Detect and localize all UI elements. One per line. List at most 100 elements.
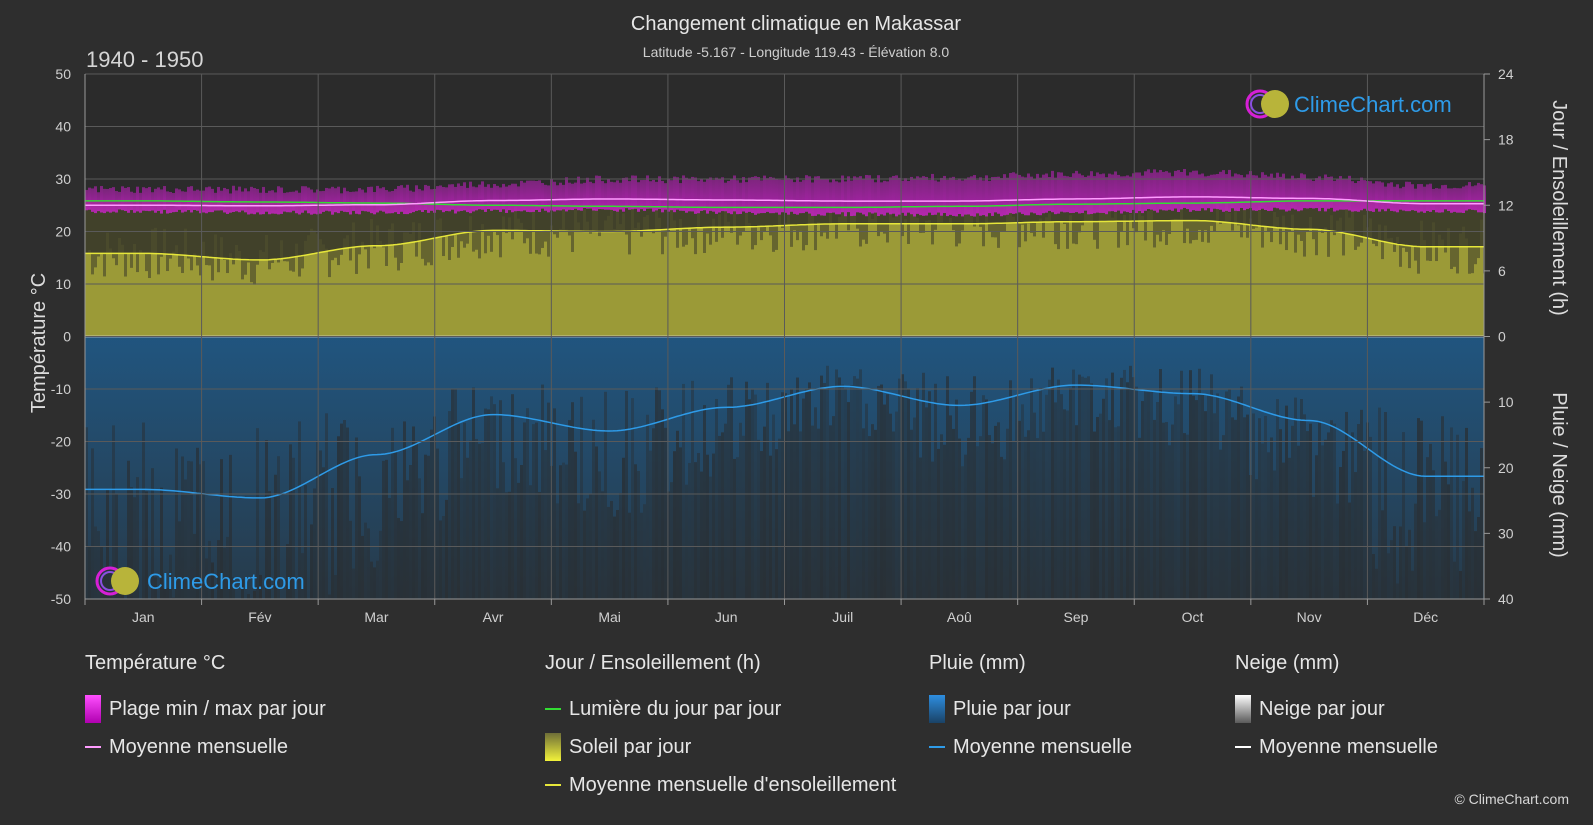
- sunshine-daily-bar: [1267, 201, 1270, 232]
- temp-range-bar: [280, 187, 283, 214]
- rain-daily-bar: [118, 589, 121, 599]
- temp-range-bar: [1045, 173, 1048, 213]
- rain-daily-bar: [190, 461, 193, 599]
- sunshine-daily-bar: [178, 201, 181, 267]
- temp-range-bar: [1093, 176, 1096, 214]
- rain-daily-bar: [529, 485, 532, 599]
- temp-range-bar: [772, 177, 775, 214]
- temp-range-bar: [1261, 172, 1264, 209]
- rain-daily-bar: [1117, 426, 1120, 599]
- climate-chart: Changement climatique en Makassar Latitu…: [28, 13, 1570, 625]
- rain-daily-bar: [301, 553, 304, 599]
- rain-daily-bar: [1159, 369, 1162, 599]
- temp-range-bar: [1123, 176, 1126, 212]
- rain-daily-bar: [1096, 416, 1099, 599]
- temp-range-bar: [1015, 173, 1018, 214]
- temp-range-bar: [406, 184, 409, 215]
- sunshine-daily-bar: [1276, 201, 1279, 218]
- temp-range-bar: [1054, 177, 1057, 215]
- rain-daily-bar: [658, 390, 661, 599]
- temp-range-bar: [1411, 184, 1414, 211]
- temp-range-bar: [850, 180, 853, 217]
- rain-daily-bar: [145, 491, 148, 599]
- legend-item-sunshine: Soleil par jour: [545, 728, 896, 766]
- sunshine-daily-bar: [955, 206, 958, 247]
- temp-range-bar: [292, 191, 295, 211]
- rain-daily-bar: [868, 436, 871, 599]
- temp-range-bar: [1330, 176, 1333, 208]
- rain-daily-bar: [370, 561, 373, 599]
- temp-range-bar: [1390, 182, 1393, 211]
- rain-daily-bar: [715, 398, 718, 599]
- rain-daily-bar: [613, 516, 616, 599]
- temp-range-bar: [391, 191, 394, 214]
- rain-daily-bar: [274, 474, 277, 599]
- temp-range-bar: [1102, 173, 1105, 213]
- temp-range-bar: [1294, 178, 1297, 210]
- rain-daily-bar: [1306, 431, 1309, 599]
- rain-daily-bar: [1462, 480, 1465, 599]
- right-bottom-tick-label: 20: [1498, 460, 1514, 476]
- sunshine-daily-bar: [376, 203, 379, 226]
- sunshine-daily-bar: [271, 201, 274, 263]
- temp-range-bar: [1114, 171, 1117, 212]
- sunshine-daily-bar: [448, 204, 451, 260]
- temp-range-bar: [427, 185, 430, 213]
- temp-range-bar: [478, 184, 481, 210]
- sunshine-daily-bar: [382, 203, 385, 248]
- sunshine-daily-bar: [91, 200, 94, 275]
- right-bottom-tick-label: 10: [1498, 394, 1514, 410]
- temp-range-bar: [229, 193, 232, 213]
- temp-range-bar: [499, 187, 502, 212]
- rain-daily-bar: [1333, 423, 1336, 599]
- sunshine-daily-bar: [109, 200, 112, 249]
- sunshine-daily-bar: [1264, 201, 1267, 227]
- sunshine-daily-bar: [181, 201, 184, 274]
- temp-range-bar: [1177, 170, 1180, 212]
- rain-daily-bar: [787, 431, 790, 599]
- rain-daily-bar: [595, 446, 598, 599]
- temp-range-bar: [811, 182, 814, 216]
- temp-range-bar: [865, 174, 868, 217]
- temp-range-bar: [577, 176, 580, 211]
- temp-range-bar: [925, 176, 928, 216]
- rain-daily-bar: [652, 428, 655, 599]
- rain-daily-bar: [187, 460, 190, 599]
- sunshine-daily-bar: [1294, 200, 1297, 253]
- rain-daily-bar: [1267, 452, 1270, 599]
- rain-daily-bar: [949, 415, 952, 599]
- sunshine-daily-bar: [226, 201, 229, 274]
- sunshine-daily-bar: [472, 205, 475, 252]
- rain-daily-bar: [628, 512, 631, 599]
- temp-range-bar: [718, 179, 721, 213]
- temp-range-bar: [526, 180, 529, 212]
- temp-range-bar: [841, 175, 844, 213]
- sunshine-daily-bar: [1462, 200, 1465, 227]
- rain-daily-bar: [418, 478, 421, 599]
- sunshine-daily-bar: [1474, 200, 1477, 265]
- rain-daily-bar: [322, 467, 325, 599]
- temp-range-bar: [208, 186, 211, 213]
- temp-range-bar: [502, 183, 505, 210]
- sunshine-daily-bar: [997, 205, 1000, 248]
- temp-range-bar: [907, 180, 910, 213]
- rain-daily-bar: [1093, 431, 1096, 599]
- sunshine-daily-bar: [202, 201, 205, 242]
- temp-range-bar: [121, 186, 124, 211]
- temp-range-bar: [787, 178, 790, 215]
- sunshine-daily-bar: [244, 201, 247, 275]
- temp-range-bar: [1429, 183, 1432, 212]
- left-tick-label: 10: [55, 276, 71, 292]
- sunshine-daily-bar: [1306, 200, 1309, 232]
- sunshine-daily-bar: [277, 202, 280, 263]
- rain-daily-bar: [1186, 434, 1189, 599]
- temp-range-bar: [1432, 188, 1435, 211]
- legend-label: Moyenne mensuelle d'ensoleillement: [569, 773, 897, 796]
- rain-daily-bar: [1171, 424, 1174, 599]
- temp-range-bar: [469, 181, 472, 214]
- legend-label: Lumière du jour par jour: [569, 697, 782, 720]
- rain-daily-bar: [253, 590, 256, 599]
- rain-daily-bar: [1252, 413, 1255, 599]
- chart-title: Changement climatique en Makassar: [631, 13, 962, 35]
- sunshine-daily-bar: [262, 201, 265, 252]
